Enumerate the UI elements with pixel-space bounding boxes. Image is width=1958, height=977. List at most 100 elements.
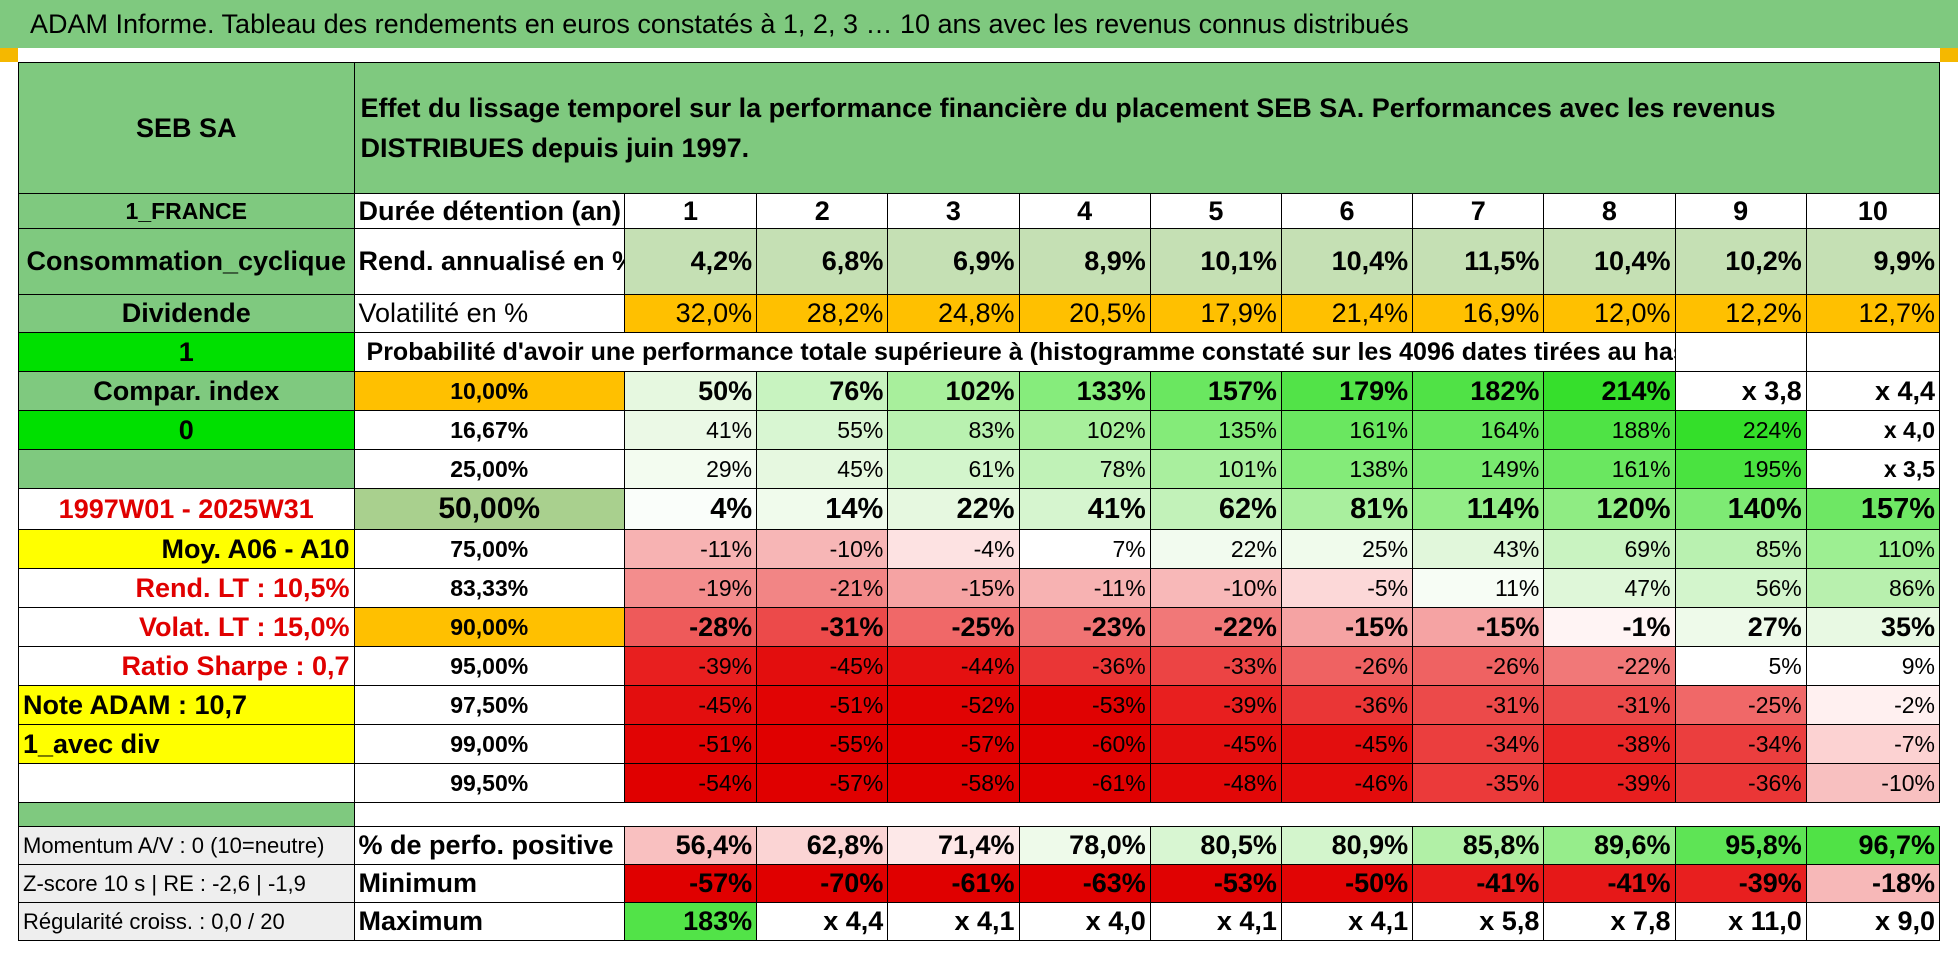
prob-value: -25% (1674, 685, 1807, 725)
duration-year: 3 (887, 193, 1020, 229)
summary-value: 62,8% (756, 826, 889, 865)
sharpe-label: Ratio Sharpe : 0,7 (18, 646, 355, 686)
summary-value: 56,4% (623, 826, 758, 865)
description: Effet du lissage temporel sur la perform… (353, 62, 1941, 194)
sector-label: Consommation_cyclique (18, 228, 355, 295)
prob-title: Probabilité d'avoir une performance tota… (353, 332, 1676, 372)
prob-row: 99,50% -54% -57% -58% -61% -48% -46% -35% -39% -3… (18, 763, 1941, 803)
rend-value: 6,8% (756, 228, 889, 295)
prob-threshold: 75,00% (353, 529, 625, 569)
prob-value: -58% (887, 763, 1020, 803)
momentum-label: Momentum A/V : 0 (10=neutre) (18, 826, 355, 865)
prob-row: 1_avec div 99,00% -51% -55% -57% -60% -45% -45%… (18, 724, 1941, 764)
corner-mark-right (1940, 48, 1958, 62)
prob-value: 157% (1149, 371, 1282, 411)
prob-value: -33% (1149, 646, 1282, 686)
prob-value: 214% (1543, 371, 1676, 411)
summary-value: 71,4% (887, 826, 1020, 865)
rend-value: 9,9% (1805, 228, 1941, 295)
duration-year: 7 (1412, 193, 1545, 229)
performance-table-container: SEB SA Effet du lissage temporel sur la … (18, 62, 1941, 974)
performance-table: SEB SA Effet du lissage temporel sur la … (18, 62, 1941, 941)
volat-value: 28,2% (756, 294, 889, 333)
volat-row: Dividende Volatilité en % 32,0% 28,2% 24,8… (18, 294, 1941, 333)
duration-year: 9 (1674, 193, 1807, 229)
summary-value: x 4,1 (1280, 902, 1414, 941)
compar-index-label: Compar. index (18, 371, 355, 411)
volat-value: 20,5% (1018, 294, 1151, 333)
summary-value: -41% (1412, 864, 1545, 903)
summary-value: x 4,0 (1018, 902, 1151, 941)
rend-value: 11,5% (1412, 228, 1545, 295)
summary-value: -39% (1674, 864, 1807, 903)
prob-row: Moy. A06 - A10 75,00% -11% -10% -4% 7% 22% 25% 4… (18, 529, 1941, 569)
prob-value: -15% (887, 568, 1020, 608)
prob-threshold: 10,00% (353, 371, 625, 411)
prob-value: 62% (1149, 488, 1282, 530)
prob-value: 157% (1805, 488, 1941, 530)
prob-threshold: 99,00% (353, 724, 625, 764)
summary-value: -57% (623, 864, 758, 903)
duration-year: 8 (1543, 193, 1676, 229)
spacer-row (18, 802, 1940, 827)
summary-value: -70% (756, 864, 889, 903)
prob-value: 182% (1412, 371, 1545, 411)
prob-value: 161% (1280, 410, 1414, 450)
prob-row: Compar. index 10,00% 50% 76% 102% 133% 157% 179… (18, 371, 1941, 411)
prob-value: 50% (623, 371, 758, 411)
report-title: ADAM Informe. Tableau des rendements en … (0, 0, 1958, 48)
prob-value: 78% (1018, 449, 1151, 489)
prob-value: 102% (1018, 410, 1151, 450)
prob-value: 135% (1149, 410, 1282, 450)
prob-value: -10% (1149, 568, 1282, 608)
summary-value: 89,6% (1543, 826, 1676, 865)
rend-value: 8,9% (1018, 228, 1151, 295)
prob-value: x 4,4 (1805, 371, 1941, 411)
prob-value: 29% (623, 449, 758, 489)
duration-year: 2 (756, 193, 889, 229)
prob-value: -36% (1018, 646, 1151, 686)
blank-label (18, 449, 355, 489)
prob-value: 56% (1674, 568, 1807, 608)
prob-value: -31% (756, 607, 889, 647)
volat-value: 24,8% (887, 294, 1020, 333)
prob-value: -53% (1018, 685, 1151, 725)
prob-value: -44% (887, 646, 1020, 686)
summary-value: 96,7% (1805, 826, 1941, 865)
volat-lt-label: Volat. LT : 15,0% (18, 607, 355, 647)
prob-value: 27% (1674, 607, 1807, 647)
prob-value: -39% (1543, 763, 1676, 803)
prob-value: -7% (1805, 724, 1941, 764)
summary-value: x 5,8 (1412, 902, 1545, 941)
prob-value: 61% (887, 449, 1020, 489)
prob-value: x 3,8 (1674, 371, 1807, 411)
country-label: 1_FRANCE (18, 193, 355, 229)
prob-threshold: 25,00% (353, 449, 625, 489)
rend-row: Consommation_cyclique Rend. annualisé en… (18, 228, 1941, 295)
zscore-label: Z-score 10 s | RE : -2,6 | -1,9 (18, 864, 355, 903)
prob-value: 110% (1805, 529, 1941, 569)
prob-value: 83% (887, 410, 1020, 450)
prob-row: Rend. LT : 10,5% 83,33% -19% -21% -15% -11% -1… (18, 568, 1941, 608)
prob-value: -45% (1280, 724, 1414, 764)
prob-value: 179% (1280, 371, 1414, 411)
summary-value: x 4,1 (887, 902, 1020, 941)
prob-value: -36% (1280, 685, 1414, 725)
prob-value: -34% (1412, 724, 1545, 764)
prob-value: -26% (1280, 646, 1414, 686)
prob-value: -23% (1018, 607, 1151, 647)
prob-value: -10% (1805, 763, 1941, 803)
prob-value: 45% (756, 449, 889, 489)
prob-value: x 3,5 (1805, 449, 1941, 489)
prob-value: 86% (1805, 568, 1941, 608)
prob-value: -15% (1412, 607, 1545, 647)
prob-threshold: 97,50% (353, 685, 625, 725)
prob-value: 114% (1412, 488, 1545, 530)
summary-value: x 4,1 (1149, 902, 1282, 941)
summary-label: Minimum (353, 864, 625, 903)
prob-value: -5% (1280, 568, 1414, 608)
prob-value: -11% (623, 529, 758, 569)
spacer-cell (18, 802, 355, 827)
prob-value: -57% (887, 724, 1020, 764)
note-adam-label: Note ADAM : 10,7 (18, 685, 355, 725)
